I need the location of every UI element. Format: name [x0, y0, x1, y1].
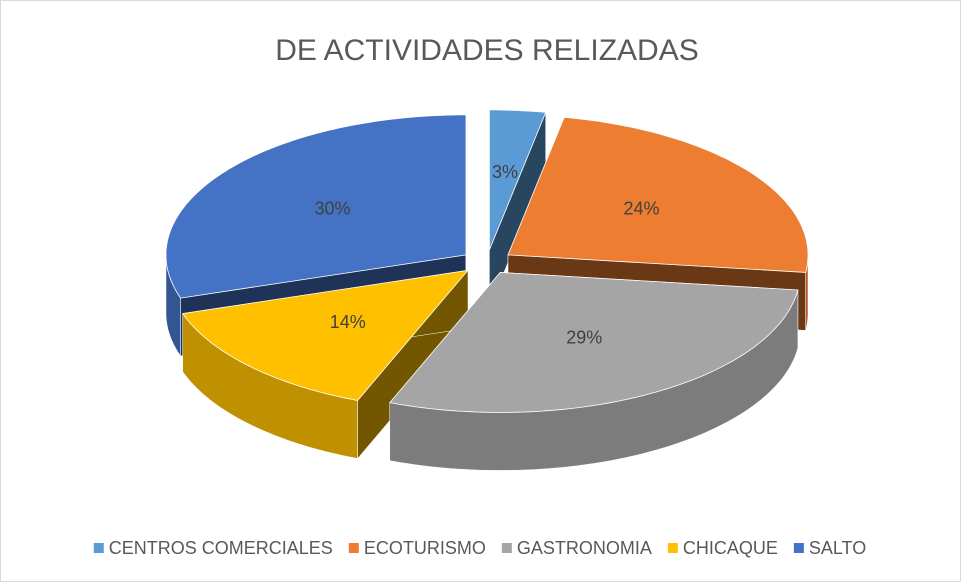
legend-swatch [667, 543, 678, 553]
slice [507, 116, 809, 273]
legend-label: CENTROS COMERCIALES [109, 538, 333, 558]
data-label: 14% [330, 312, 366, 332]
slice [181, 269, 469, 401]
chart-title: DE ACTIVIDADES RELIZADAS [275, 34, 698, 67]
legend-swatch [501, 543, 512, 553]
legend-label: CHICAQUE [683, 538, 778, 558]
legend-label: GASTRONOMIA [517, 538, 652, 558]
legend-label: SALTO [809, 538, 866, 558]
slice [489, 109, 547, 251]
data-label: 3% [492, 162, 518, 182]
legend-label: ECOTURISMO [364, 538, 486, 558]
legend: CENTROS COMERCIALES ECOTURISMO GASTRONOMIA… [93, 538, 866, 558]
data-label: 24% [624, 198, 660, 218]
legend-swatch [793, 543, 804, 553]
data-label: 30% [314, 198, 350, 218]
slice [389, 271, 799, 413]
legend-swatch [348, 543, 359, 553]
legend-swatch [93, 543, 104, 553]
slice [165, 114, 467, 299]
data-label: 29% [566, 327, 602, 347]
